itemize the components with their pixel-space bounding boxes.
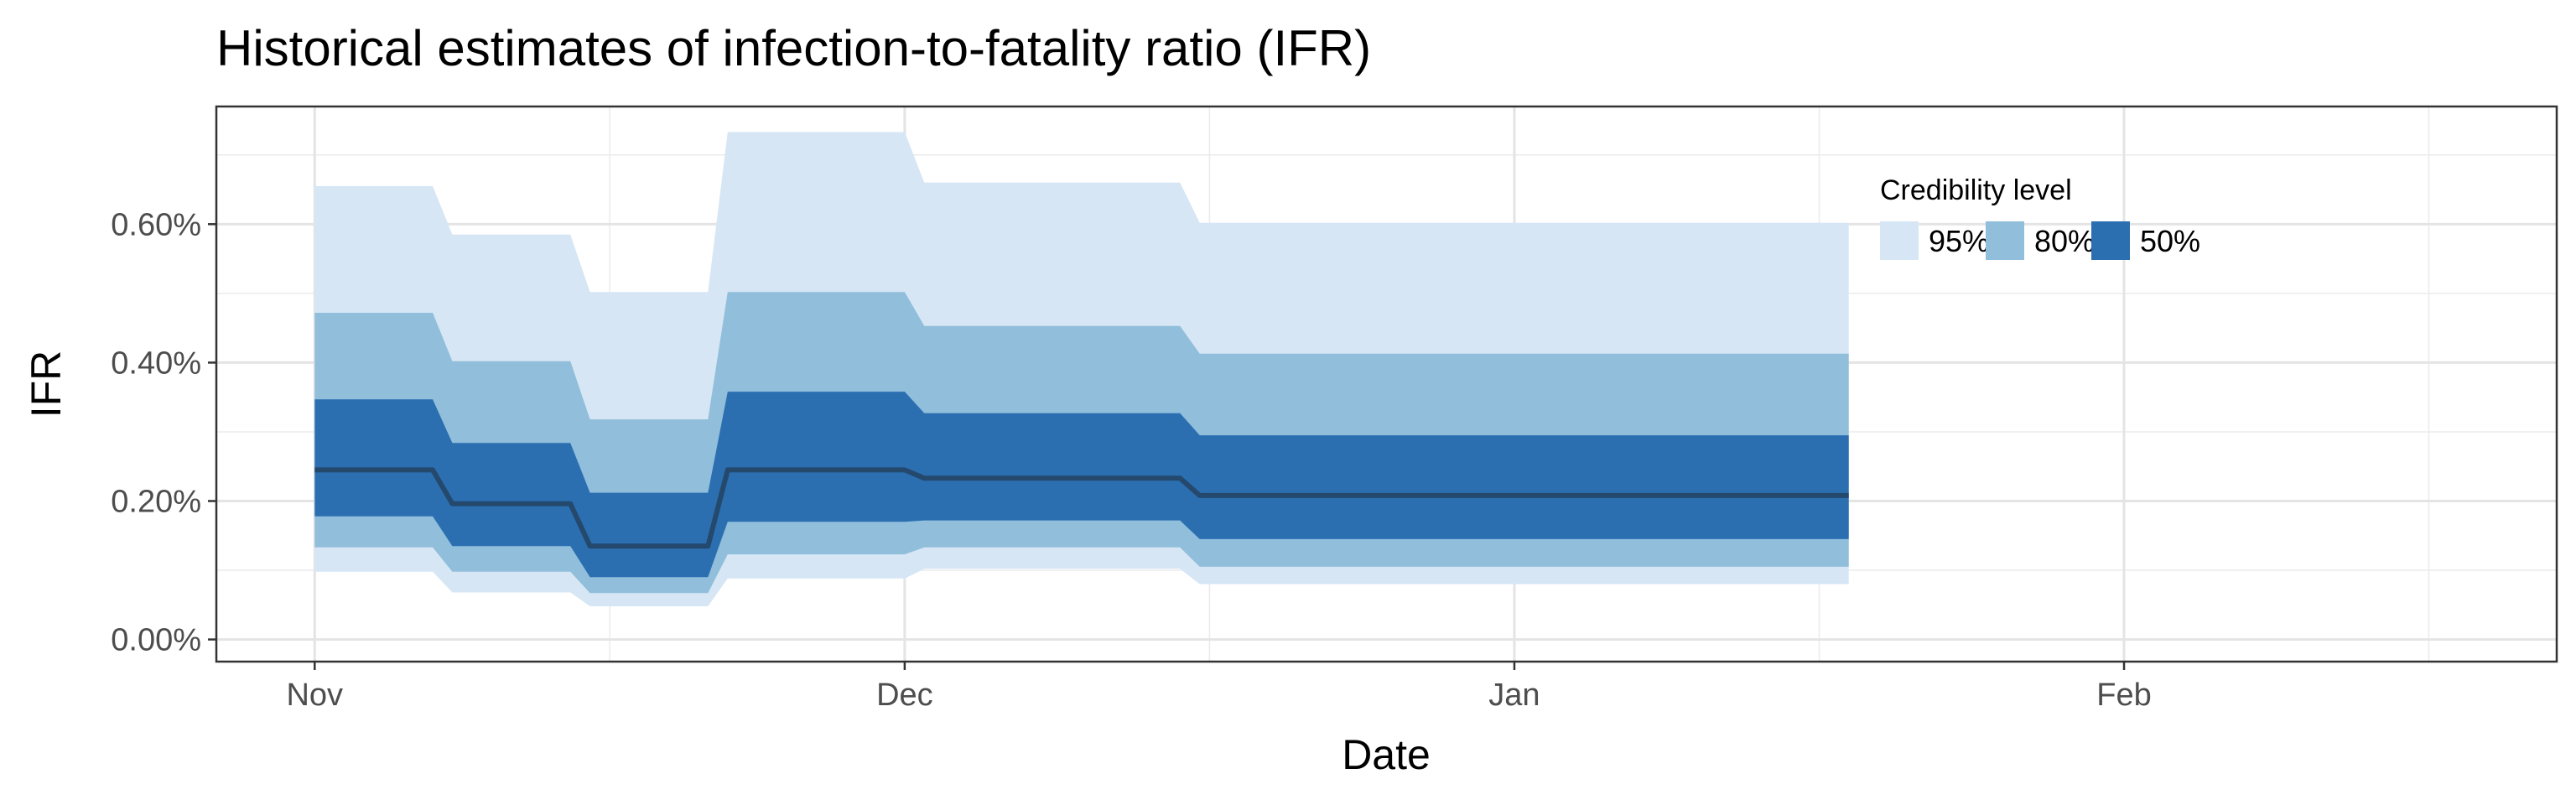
legend: Credibility level 95% 80% 50% — [1880, 174, 2200, 260]
y-tick-label: 0.00% — [111, 623, 201, 658]
legend-key-95 — [1880, 221, 1919, 260]
band-50 — [314, 392, 1849, 578]
median-line — [314, 467, 1849, 549]
x-tick-label: Jan — [1488, 678, 1540, 713]
plot-border — [215, 105, 2558, 663]
x-tick-label: Dec — [876, 678, 933, 713]
legend-key-80 — [1986, 221, 2024, 260]
median-line-group — [314, 467, 1849, 549]
y-axis-title: IFR — [23, 351, 70, 418]
x-axis: Nov Dec Jan Feb — [286, 662, 2152, 713]
legend-label: 95% — [1929, 224, 1989, 258]
legend-label: 80% — [2034, 224, 2095, 258]
y-tick-label: 0.60% — [111, 207, 201, 242]
legend-key-50 — [2091, 221, 2130, 260]
legend-label: 50% — [2140, 224, 2200, 258]
x-axis-title: Date — [1342, 731, 1431, 778]
y-tick-label: 0.40% — [111, 345, 201, 381]
legend-title: Credibility level — [1880, 174, 2072, 206]
credibility-bands — [314, 132, 1849, 606]
y-axis: 0.00% 0.20% 0.40% 0.60% — [111, 207, 216, 658]
chart-title: Historical estimates of infection-to-fat… — [216, 20, 1371, 76]
y-tick-label: 0.20% — [111, 484, 201, 519]
x-tick-label: Nov — [286, 678, 343, 713]
x-tick-label: Feb — [2096, 678, 2151, 713]
